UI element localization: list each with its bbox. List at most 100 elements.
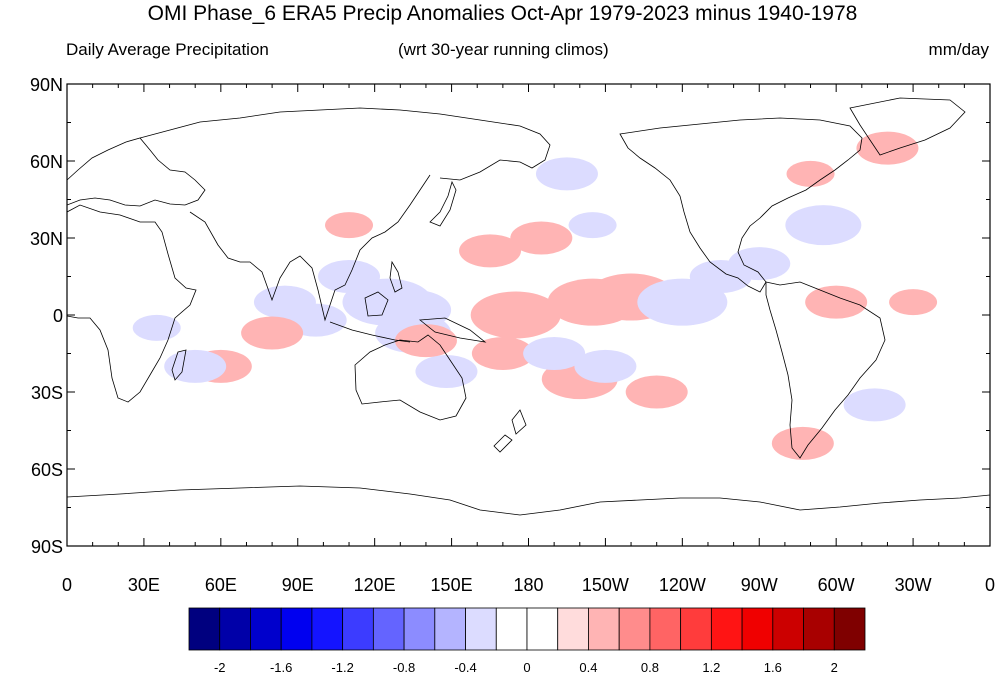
subtitle-center: (wrt 30-year running climos) [398, 40, 609, 59]
colorbar-swatch [557, 607, 589, 651]
colorbar-tick-label: 1.6 [764, 660, 782, 675]
coast-indonesia [329, 321, 411, 343]
lon-label: 90W [741, 575, 778, 595]
anomaly-contour [889, 289, 938, 316]
anomaly-contour [510, 221, 573, 255]
anomaly-contour [415, 354, 478, 388]
colorbar-tick-label: -2 [214, 660, 226, 675]
colorbar-tick-label: -0.8 [393, 660, 415, 675]
anomaly-contour [470, 291, 561, 339]
colorbar-swatch [649, 607, 682, 651]
coast-north-america [619, 117, 863, 293]
lon-label: 0 [985, 575, 995, 595]
anomaly-contour [459, 234, 522, 268]
colorbar-tick-label: 1.2 [702, 660, 720, 675]
anomaly-contour [771, 426, 834, 460]
colorbar-swatch [434, 607, 466, 651]
colorbar-swatch [526, 607, 559, 651]
colorbar-tick-label: -1.2 [331, 660, 353, 675]
colorbar-swatch [188, 607, 221, 651]
anomaly-contour [523, 337, 586, 370]
coast-asia-south [189, 174, 431, 322]
lat-label: 60S [31, 460, 63, 480]
anomaly-contour [568, 212, 617, 239]
anomaly-contour [325, 212, 374, 239]
lat-label: 60N [30, 152, 63, 172]
colorbar-tick-label: -0.4 [454, 660, 476, 675]
colorbar-tick-label: 0.4 [579, 660, 597, 675]
lon-label: 60E [205, 575, 237, 595]
coast-borneo [364, 291, 389, 317]
coast-australia [354, 334, 467, 421]
anomaly-contour [843, 388, 906, 422]
anomaly-contour [785, 205, 862, 246]
subtitle-left: Daily Average Precipitation [66, 40, 269, 59]
coast-europe [67, 137, 206, 207]
coast-antarctica [67, 485, 990, 516]
subtitle-units: mm/day [928, 40, 989, 59]
colorbar-tick-label: 2 [831, 660, 838, 675]
colorbar-tick-label: -1.6 [270, 660, 292, 675]
lon-label: 30E [128, 575, 160, 595]
colorbar-swatch [311, 607, 344, 651]
lon-label: 120E [354, 575, 396, 595]
lon-ticks: 0 30E 60E 90E 120E 150E 180 150W 120W 90W 60W 30W 0 [62, 84, 995, 595]
lat-label: 90S [31, 537, 63, 557]
lon-label: 150W [582, 575, 629, 595]
lat-label: 30S [31, 383, 63, 403]
coast-asia-north [139, 107, 551, 181]
colorbar-swatch [495, 607, 528, 651]
anomaly-contour [728, 247, 791, 281]
lat-ticks: 90N 60N 30N 0 30S 60S 90S [30, 75, 990, 557]
colorbar-swatch [772, 607, 804, 651]
coast-new-guinea [418, 317, 487, 343]
lat-label: 90N [30, 75, 63, 95]
coast-philippines [389, 260, 403, 293]
colorbar-labels: -2 -1.6 -1.2 -0.8 -0.4 0 0.4 0.8 1.2 1.6 2 [214, 660, 838, 675]
colorbar-swatch [465, 607, 497, 651]
anomaly-contour [786, 160, 835, 187]
lon-label: 180 [513, 575, 543, 595]
colorbar-tick-label: 0.8 [641, 660, 659, 675]
anomaly-field [132, 131, 938, 460]
lon-label: 150E [431, 575, 473, 595]
colorbar-swatch [680, 607, 712, 651]
colorbar-tick-label: 0 [523, 660, 530, 675]
colorbar-swatch [741, 607, 774, 651]
anomaly-contour [535, 157, 598, 191]
lon-label: 120W [659, 575, 706, 595]
colorbar-swatch [342, 607, 374, 651]
colorbar-swatch [372, 607, 405, 651]
anomaly-contour [132, 314, 181, 341]
coast-south-america [765, 281, 886, 459]
colorbar-swatch [219, 607, 251, 651]
lon-label: 30W [895, 575, 932, 595]
colorbar-swatch [280, 607, 313, 651]
colorbar-swatch [588, 607, 620, 651]
anomaly-contour [805, 285, 868, 319]
coastlines [67, 97, 990, 516]
coast-greenland [849, 97, 966, 156]
colorbar-swatch [250, 607, 282, 651]
lat-label: 0 [53, 306, 63, 326]
colorbar-swatch [403, 607, 436, 651]
anomaly-contour [241, 316, 304, 350]
anomaly-contour [856, 131, 919, 165]
lon-label: 0 [62, 575, 72, 595]
lat-label: 30N [30, 229, 63, 249]
anomaly-contour [625, 375, 688, 409]
anomaly-contour [394, 324, 457, 358]
lon-label: 60W [818, 575, 855, 595]
anomaly-contour [574, 349, 637, 383]
anomaly-contour [471, 337, 534, 370]
colorbar-swatch [618, 607, 651, 651]
coast-madagascar [171, 349, 187, 381]
colorbar-swatch [833, 607, 866, 651]
colorbar-swatch [710, 607, 743, 651]
lon-label: 90E [282, 575, 314, 595]
map-title: OMI Phase_6 ERA5 Precip Anomalies Oct-Ap… [147, 2, 858, 25]
colorbar-swatch [803, 607, 835, 651]
coast-new-zealand [493, 409, 527, 453]
colorbar [188, 607, 866, 651]
